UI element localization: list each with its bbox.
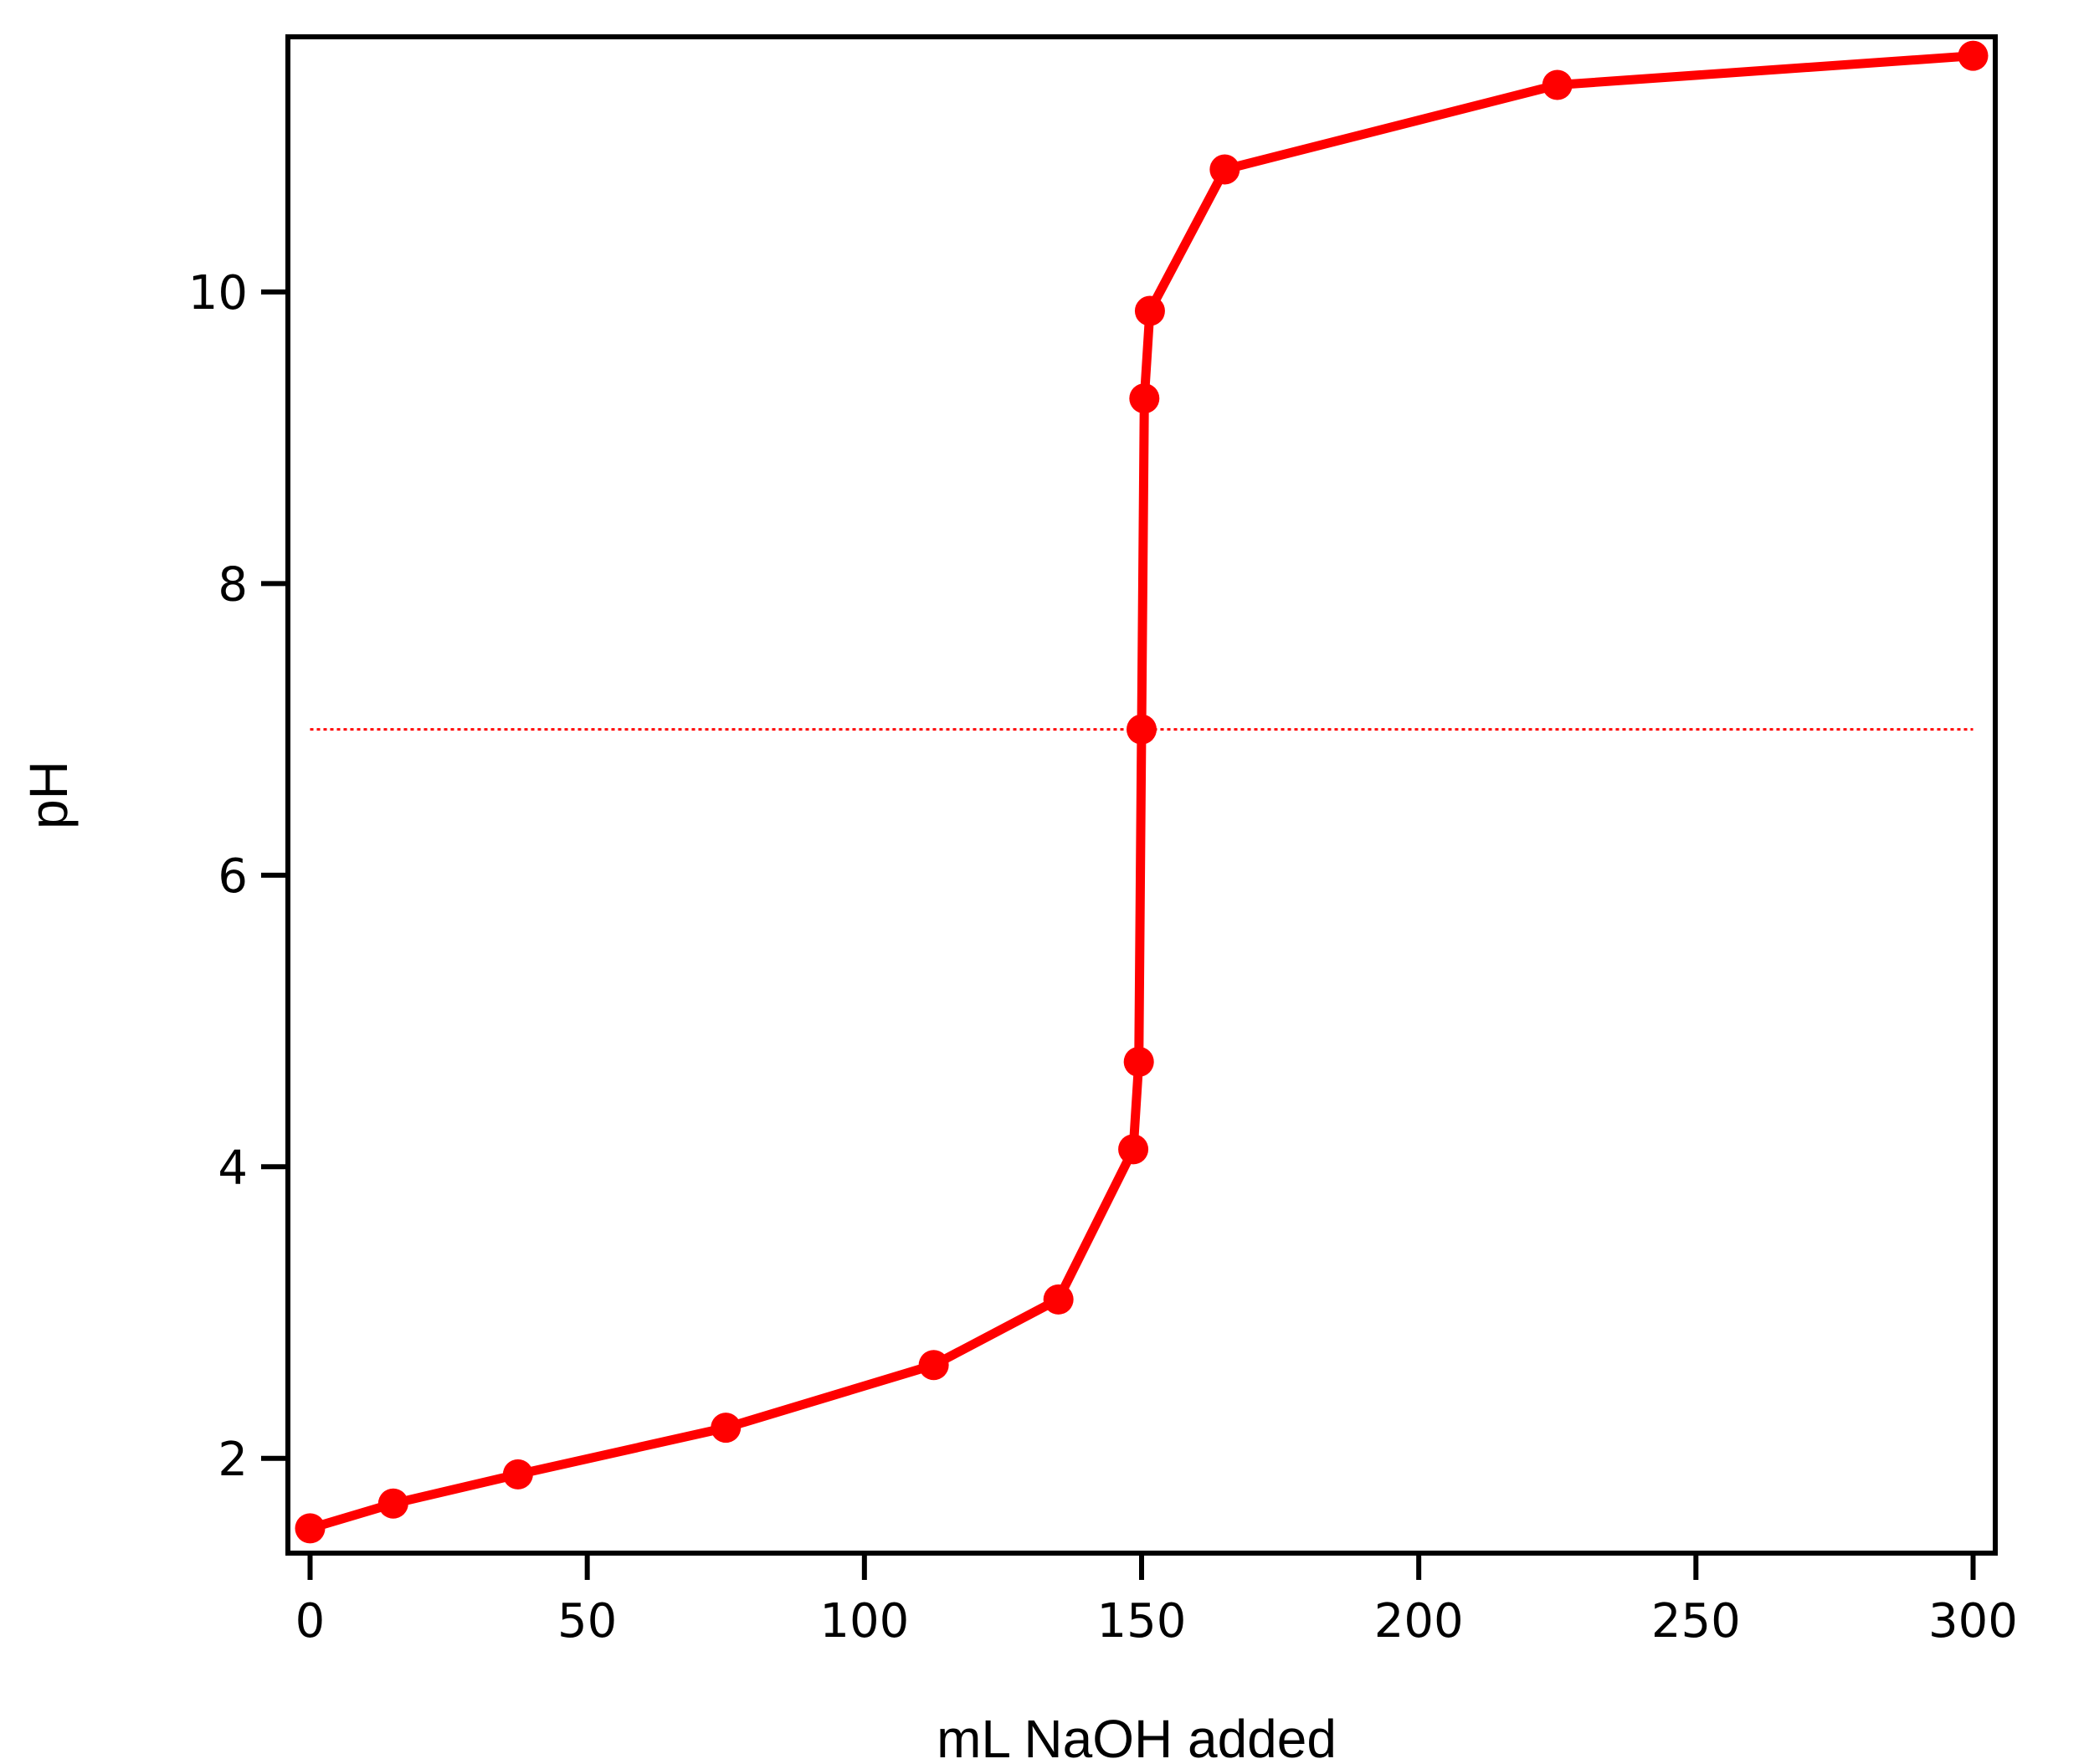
data-point: [1129, 383, 1160, 414]
y-axis-title: pH: [18, 761, 79, 829]
y-tick-label: 2: [218, 1433, 248, 1487]
data-point: [295, 1513, 326, 1544]
x-tick-label: 0: [295, 1594, 326, 1649]
data-point: [711, 1413, 742, 1444]
x-tick-label: 250: [1651, 1594, 1741, 1649]
x-tick-label: 300: [1928, 1594, 2018, 1649]
x-tick-label: 150: [1097, 1594, 1187, 1649]
data-point: [1542, 69, 1573, 100]
data-point: [1134, 295, 1165, 326]
data-point: [918, 1350, 949, 1381]
x-tick-label: 200: [1374, 1594, 1464, 1649]
data-point: [1958, 40, 1989, 71]
series-layer: [295, 40, 1989, 1544]
data-point: [502, 1459, 533, 1490]
x-tick-label: 50: [557, 1594, 617, 1649]
series-line: [305, 51, 1978, 1533]
y-tick-label: 8: [218, 557, 248, 612]
data-point: [1123, 1046, 1154, 1077]
data-point: [1209, 154, 1240, 185]
data-point: [1127, 714, 1157, 745]
x-tick-label: 100: [819, 1594, 909, 1649]
axis-layer: 0 50 100 150 200 250 300 2 4 6 8 10: [188, 34, 2018, 1649]
y-tick-label: 6: [218, 849, 248, 904]
data-point: [1118, 1134, 1149, 1165]
data-point: [377, 1488, 408, 1519]
x-axis-title: mL NaOH added: [937, 1709, 1337, 1764]
data-point: [1043, 1284, 1074, 1315]
y-tick-label: 10: [188, 266, 248, 320]
y-tick-label: 4: [218, 1141, 248, 1195]
